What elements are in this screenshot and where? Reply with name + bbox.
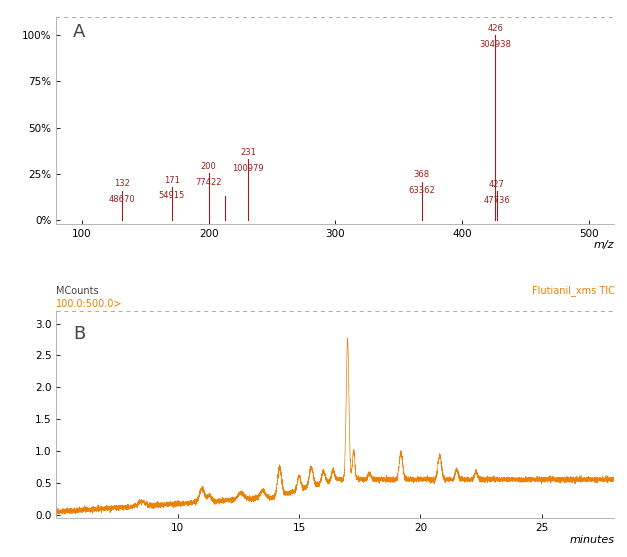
Text: 171: 171: [164, 175, 180, 185]
Text: minutes: minutes: [569, 535, 614, 545]
Text: 77422: 77422: [196, 178, 222, 187]
Text: 200: 200: [201, 162, 216, 171]
Text: 48670: 48670: [109, 195, 135, 204]
Text: MCounts: MCounts: [56, 286, 99, 296]
Text: 368: 368: [414, 170, 429, 179]
Text: m/z: m/z: [594, 241, 614, 251]
Text: 100979: 100979: [232, 164, 264, 173]
Text: 304938: 304938: [479, 40, 511, 49]
Text: 54915: 54915: [159, 192, 185, 201]
Text: 231: 231: [240, 148, 256, 157]
Text: 132: 132: [115, 179, 130, 188]
Text: 47736: 47736: [483, 196, 510, 205]
Text: B: B: [73, 325, 85, 343]
Text: 426: 426: [487, 24, 503, 33]
Text: Flutianil_xms TIC: Flutianil_xms TIC: [532, 285, 614, 296]
Text: 100.0:500.0>: 100.0:500.0>: [56, 299, 123, 309]
Text: A: A: [73, 23, 85, 41]
Text: 63362: 63362: [408, 186, 435, 196]
Text: 427: 427: [488, 180, 505, 189]
